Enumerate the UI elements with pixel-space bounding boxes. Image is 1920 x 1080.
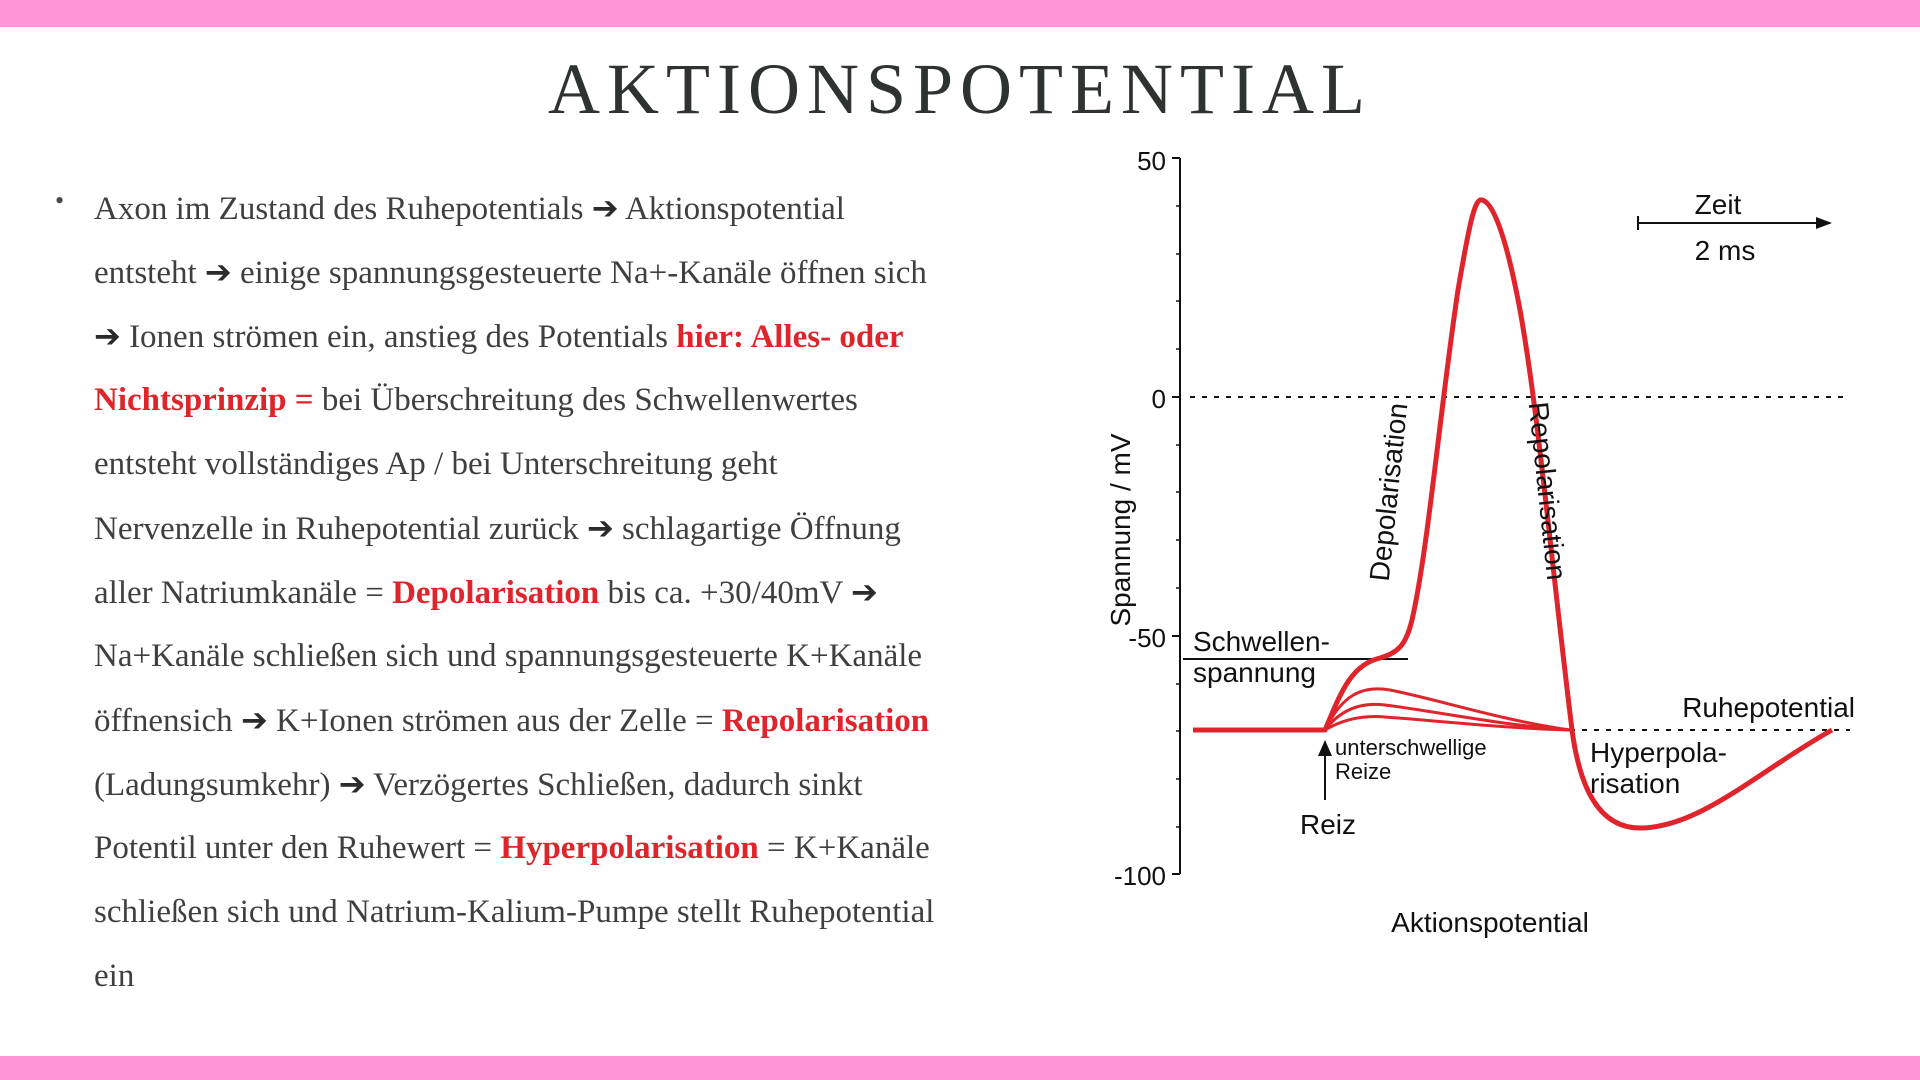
text-segment: bei Überschreitung des Schwellenwertes bbox=[313, 382, 858, 418]
text-segment: Ionen strömen ein, anstieg des Potential… bbox=[120, 319, 677, 355]
text-segment: (Ladungsumkehr) bbox=[94, 767, 339, 803]
arrow-right-icon: ➔ bbox=[94, 317, 121, 355]
time-scale-label: Zeit bbox=[1695, 189, 1742, 220]
stimulus-label: Reiz bbox=[1300, 809, 1356, 840]
arrow-right-icon: ➔ bbox=[338, 765, 366, 803]
bottom-accent-bar bbox=[0, 1056, 1920, 1080]
text-line: entsteht vollständiges Ap / bei Untersch… bbox=[94, 432, 1060, 496]
text-segment: ein bbox=[94, 958, 135, 994]
subthreshold-curve-2 bbox=[1323, 702, 1571, 732]
y-tick-label-50: 50 bbox=[1137, 146, 1166, 176]
text-segment: aller Natriumkanäle = bbox=[94, 575, 393, 611]
time-scale-value: 2 ms bbox=[1695, 235, 1756, 266]
arrow-right-icon: ➔ bbox=[851, 573, 878, 611]
text-segment: entsteht bbox=[94, 255, 205, 291]
text-segment: bis ca. +30/40mV bbox=[599, 575, 851, 611]
arrow-right-icon: ➔ bbox=[591, 189, 619, 227]
bullet-dot: • bbox=[55, 186, 65, 215]
text-line: Nichtsprinzip = bei Überschreitung des S… bbox=[94, 368, 1060, 432]
text-line: öffnensich ➔ K+Ionen strömen aus der Zel… bbox=[94, 688, 1060, 752]
bullet-text: Axon im Zustand des Ruhepotentials ➔ Akt… bbox=[94, 176, 1060, 1008]
text-segment: Nervenzelle in Ruhepotential zurück bbox=[94, 511, 587, 547]
arrow-right-icon: ➔ bbox=[240, 701, 268, 739]
highlight-term: hier: Alles- oder bbox=[676, 319, 904, 355]
text-line: ein bbox=[94, 944, 1060, 1008]
text-line: aller Natriumkanäle = Depolarisation bis… bbox=[94, 560, 1060, 624]
page-title: AKTIONSPOTENTIAL bbox=[548, 49, 1372, 129]
y-tick-label-0: 0 bbox=[1152, 384, 1166, 414]
text-segment: schlagartige Öffnung bbox=[613, 511, 901, 547]
text-line: Axon im Zustand des Ruhepotentials ➔ Akt… bbox=[94, 176, 1060, 240]
text-line: schließen sich und Natrium-Kalium-Pumpe … bbox=[94, 880, 1060, 944]
subthreshold-curve-3 bbox=[1324, 715, 1571, 732]
arrow-right-icon: ➔ bbox=[586, 509, 614, 547]
text-segment: entsteht vollständiges Ap / bei Untersch… bbox=[94, 446, 778, 482]
text-segment: = K+Kanäle bbox=[758, 830, 930, 866]
subthreshold-label-1: unterschwellige bbox=[1335, 735, 1487, 760]
text-segment: öffnensich bbox=[94, 703, 241, 739]
subthreshold-curve-1 bbox=[1323, 687, 1571, 732]
time-scale-arrow-head bbox=[1816, 217, 1832, 229]
top-accent-bar bbox=[0, 0, 1920, 27]
hyperpolarisation-label-2: risation bbox=[1590, 768, 1680, 799]
threshold-label-1: Schwellen- bbox=[1193, 626, 1330, 657]
hyperpolarisation-label-1: Hyperpola- bbox=[1590, 737, 1727, 768]
y-minor-ticks bbox=[1176, 205, 1180, 828]
text-segment: einige spannungsgesteuerte Na+-Kanäle öf… bbox=[231, 255, 927, 291]
text-segment: Axon im Zustand des Ruhepotentials bbox=[94, 191, 592, 227]
text-line: ➔ Ionen strömen ein, anstieg des Potenti… bbox=[94, 304, 1060, 368]
y-tick-label-minus50: -50 bbox=[1128, 623, 1166, 653]
text-segment: Na+Kanäle schließen sich und spannungsge… bbox=[94, 638, 923, 674]
text-line: Na+Kanäle schließen sich und spannungsge… bbox=[94, 624, 1060, 688]
action-potential-diagram: 50 0 -50 -100 Spannung / mV Zeit 2 ms Sc… bbox=[1105, 146, 1855, 938]
text-line: Potentil unter den Ruhewert = Hyperpolar… bbox=[94, 816, 1060, 880]
text-line: entsteht ➔ einige spannungsgesteuerte Na… bbox=[94, 240, 1060, 304]
stimulus-arrow-head bbox=[1318, 740, 1332, 756]
text-segment: Potentil unter den Ruhewert = bbox=[94, 830, 501, 866]
depolarisation-label: Depolarisation bbox=[1364, 401, 1414, 582]
threshold-label-2: spannung bbox=[1193, 657, 1316, 688]
text-segment: schließen sich und Natrium-Kalium-Pumpe … bbox=[94, 894, 935, 930]
resting-potential-label: Ruhepotential bbox=[1682, 692, 1855, 723]
y-tick-label-minus100: -100 bbox=[1114, 861, 1166, 891]
text-segment: Aktionspotential bbox=[618, 191, 845, 227]
diagram-caption: Aktionspotential bbox=[1391, 907, 1589, 938]
y-axis-label: Spannung / mV bbox=[1105, 433, 1136, 626]
repolarisation-label: Repolarisation bbox=[1523, 400, 1573, 581]
text-line: (Ladungsumkehr) ➔ Verzögertes Schließen,… bbox=[94, 752, 1060, 816]
text-line: Nervenzelle in Ruhepotential zurück ➔ sc… bbox=[94, 496, 1060, 560]
text-segment: K+Ionen strömen aus der Zelle = bbox=[267, 703, 722, 739]
action-potential-curve bbox=[1193, 197, 1834, 831]
highlight-term: Nichtsprinzip = bbox=[94, 382, 314, 418]
highlight-term: Hyperpolarisation bbox=[500, 830, 759, 866]
highlight-term: Repolarisation bbox=[721, 703, 930, 739]
arrow-right-icon: ➔ bbox=[204, 253, 232, 291]
highlight-term: Depolarisation bbox=[392, 575, 600, 611]
subthreshold-label-2: Reize bbox=[1335, 759, 1391, 784]
text-segment: Verzögertes Schließen, dadurch sinkt bbox=[365, 767, 863, 803]
